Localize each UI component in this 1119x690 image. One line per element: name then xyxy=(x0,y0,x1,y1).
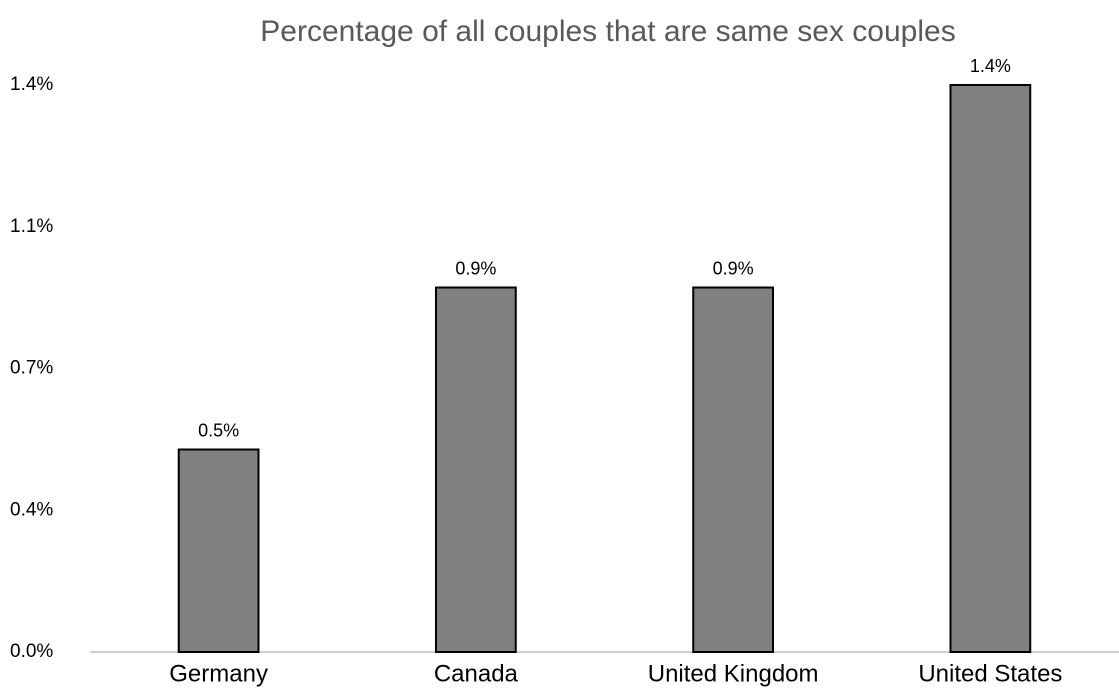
value-label: 0.9% xyxy=(713,258,754,278)
bar xyxy=(435,286,517,653)
y-tick-label: 0.7% xyxy=(10,358,53,379)
chart-title: Percentage of all couples that are same … xyxy=(260,15,955,48)
bar xyxy=(949,84,1032,653)
y-tick-label: 0.0% xyxy=(10,641,53,662)
value-label: 1.4% xyxy=(970,56,1011,76)
y-tick-label: 1.1% xyxy=(10,216,53,237)
y-tick-label: 0.4% xyxy=(10,499,53,520)
x-tick-label: United Kingdom xyxy=(648,660,819,687)
x-tick-label: Canada xyxy=(434,660,519,687)
value-label: 0.5% xyxy=(198,420,239,440)
bar xyxy=(692,286,774,653)
bar xyxy=(177,448,260,653)
x-tick-label: Germany xyxy=(169,660,268,687)
value-label: 0.9% xyxy=(455,258,496,278)
x-tick-label: United States xyxy=(918,660,1062,687)
y-tick-label: 1.4% xyxy=(10,74,53,95)
